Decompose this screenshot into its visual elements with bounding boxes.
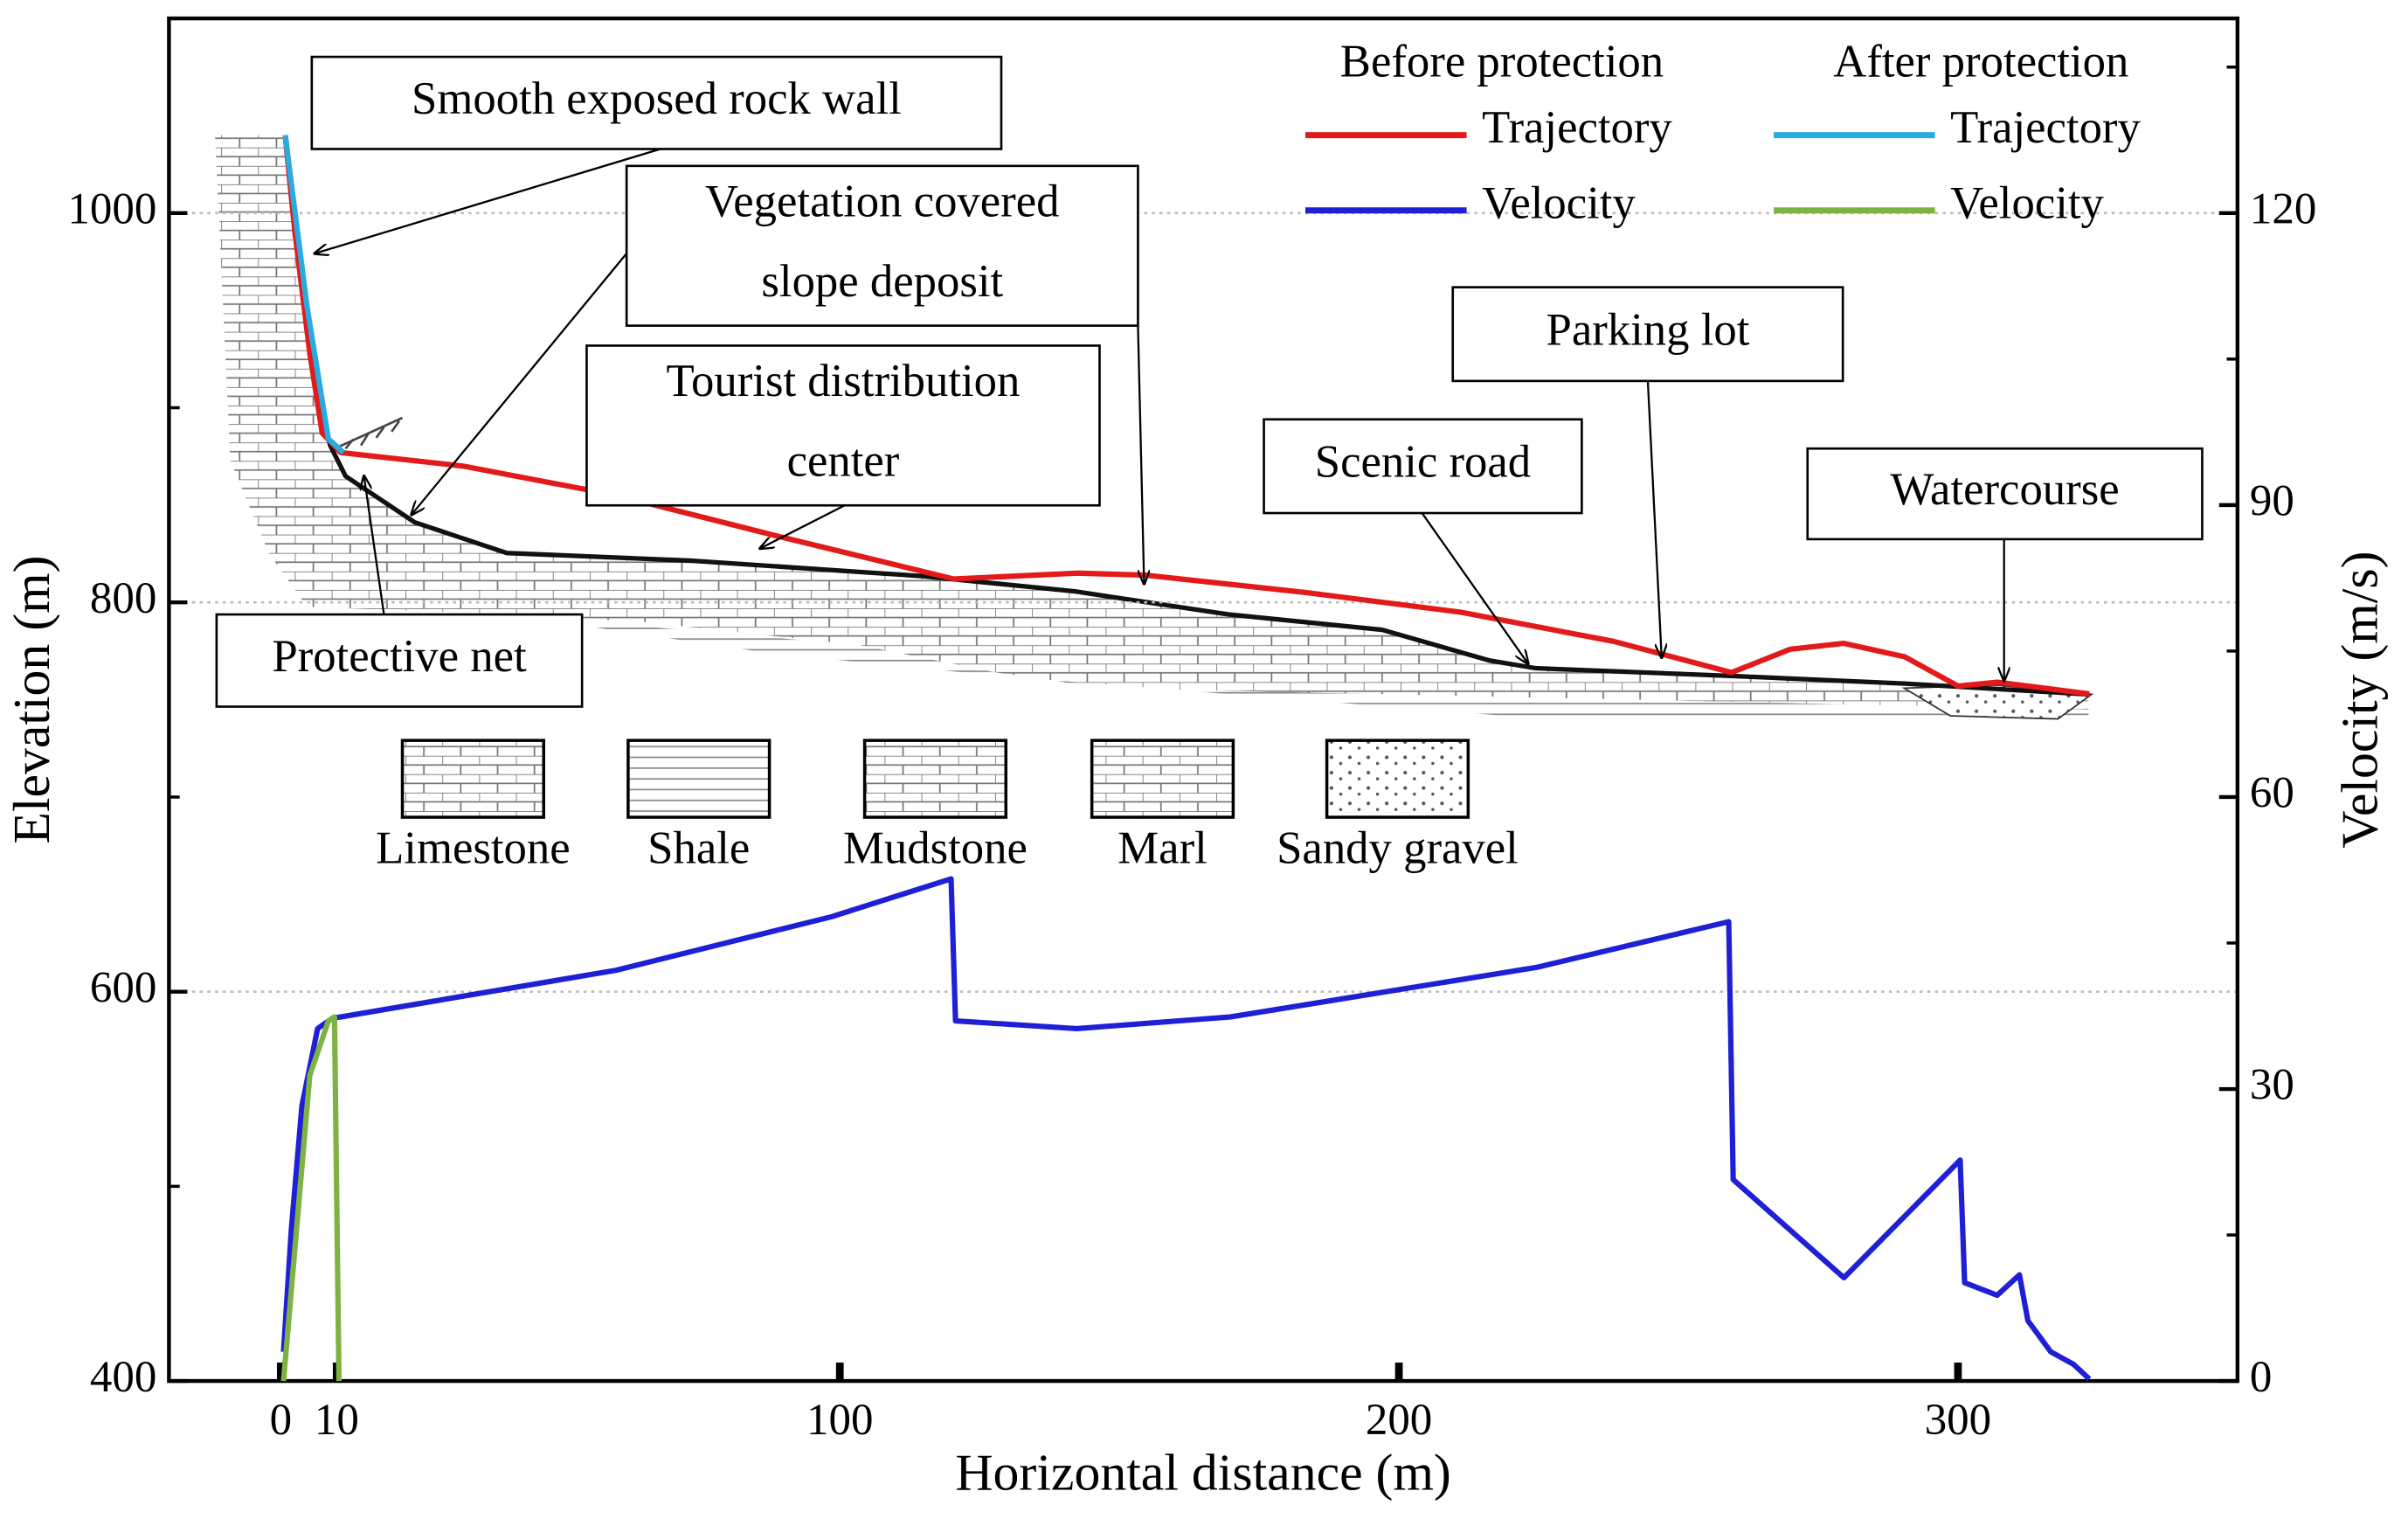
annotation-box — [585, 344, 1101, 507]
legend-group-title: Before protection — [1340, 37, 1664, 87]
legend-label: Trajectory — [1950, 102, 2141, 153]
lithology-label: Marl — [1118, 823, 1207, 874]
lithology-label: Mudstone — [843, 823, 1028, 874]
annotation-box — [215, 613, 584, 708]
annotation-arrow — [760, 504, 846, 548]
annotation-arrow — [1646, 380, 1662, 657]
series-line — [282, 135, 346, 455]
x-tick-label: 200 — [1366, 1396, 1432, 1445]
series-line — [280, 1014, 343, 1382]
annotation-text: Vegetation covered — [705, 177, 1059, 227]
y-tick-label: 400 — [90, 1353, 156, 1402]
plot-frame — [167, 16, 2240, 1384]
lithology-label: Limestone — [376, 823, 571, 874]
annotation-arrow — [364, 476, 385, 615]
y2-tick-label: 60 — [2250, 769, 2294, 818]
annotation-box — [1451, 286, 1844, 383]
x-axis-title: Horizontal distance (m) — [955, 1444, 1450, 1502]
annotation-text: Scenic road — [1315, 437, 1531, 488]
legend-label: Trajectory — [1482, 102, 1672, 153]
annotation-text: Parking lot — [1547, 304, 1750, 355]
annotation-box — [1263, 418, 1583, 515]
annotation-text: Tourist distribution — [667, 356, 1021, 406]
x-tick-label: 100 — [806, 1396, 873, 1445]
y-tick-label: 800 — [90, 574, 156, 623]
x-tick-label: 300 — [1925, 1396, 1991, 1445]
annotation-arrow — [1421, 512, 1528, 663]
lithology-swatch — [400, 739, 545, 819]
lithology-swatch — [1325, 739, 1470, 819]
x-tick-label: 0 — [270, 1396, 292, 1445]
lithology-swatch — [626, 739, 772, 819]
annotation-text: Protective net — [272, 631, 527, 682]
annotation-text: slope deposit — [761, 256, 1003, 307]
y2-tick-label: 30 — [2250, 1061, 2294, 1110]
lithology-swatch — [862, 739, 1008, 819]
annotation-text: center — [787, 436, 900, 487]
y-tick-label: 600 — [90, 963, 156, 1012]
lithology-swatch — [1090, 739, 1235, 819]
y2-tick-label: 120 — [2250, 185, 2316, 234]
y-tick-label: 1000 — [67, 185, 156, 234]
annotation-arrow — [412, 253, 628, 515]
legend-label: Velocity — [1482, 177, 1636, 228]
y-axis-title: Elevation (m) — [3, 556, 60, 844]
series-line — [280, 876, 2092, 1382]
y2-axis-title: Velocity (m/s) — [2330, 551, 2388, 848]
y2-tick-label: 90 — [2250, 477, 2294, 526]
annotation-arrow — [315, 148, 661, 253]
annotation-arrow — [1137, 325, 1144, 584]
annotation-text: Smooth exposed rock wall — [412, 73, 902, 124]
y2-tick-label: 0 — [2250, 1353, 2272, 1402]
lithology-label: Shale — [647, 823, 750, 874]
x-tick-label: 10 — [315, 1396, 359, 1445]
legend-label: Velocity — [1950, 177, 2104, 228]
lithology-label: Sandy gravel — [1277, 823, 1519, 874]
annotation-text: Watercourse — [1891, 464, 2120, 515]
geology-illustration — [215, 135, 2094, 723]
annotation-box — [1806, 447, 2204, 541]
legend-group-title: After protection — [1833, 37, 2128, 87]
annotation-box — [625, 164, 1139, 327]
annotation-box — [310, 55, 1003, 150]
